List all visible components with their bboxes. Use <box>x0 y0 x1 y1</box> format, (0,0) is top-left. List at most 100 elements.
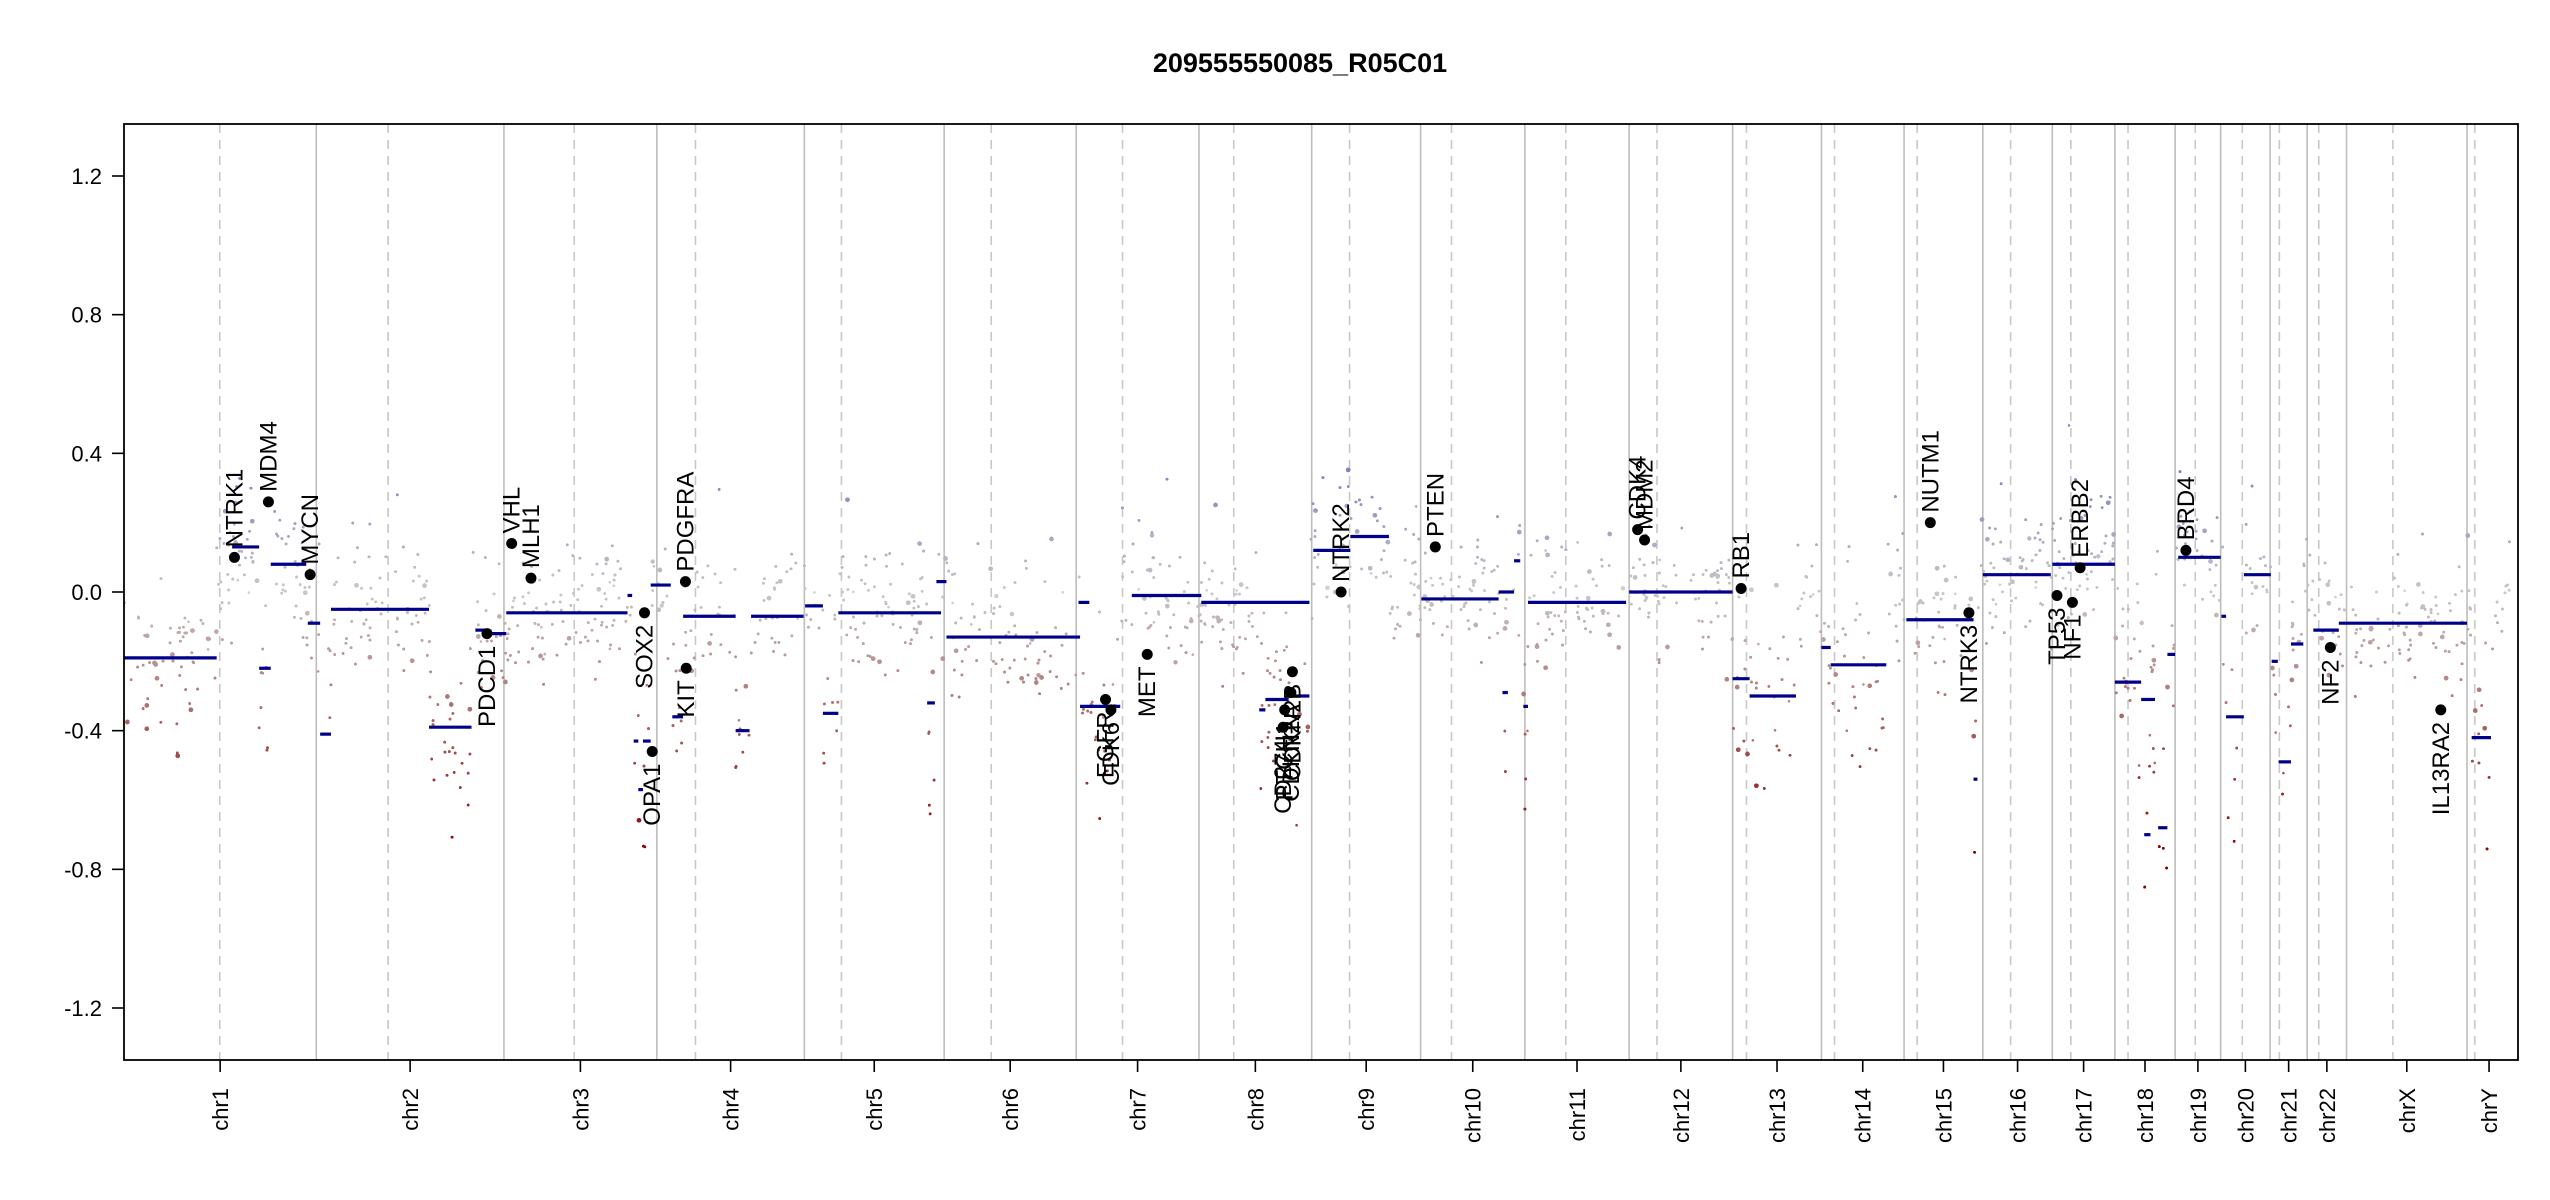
gene-label: MDM2 <box>1632 459 1659 530</box>
gene-label: MDM4 <box>255 421 282 492</box>
x-tick-label: chrX <box>2395 1088 2420 1134</box>
gene-point <box>1639 534 1651 546</box>
gene-label: PTCH1 <box>1272 722 1299 801</box>
gene-label: PTEN <box>1422 473 1449 537</box>
gene-label: CDKN2B <box>1279 684 1306 781</box>
y-tick-label: 1.2 <box>71 164 102 189</box>
x-tick-label: chr18 <box>2133 1088 2158 1143</box>
gene-label: IL13RA2 <box>2428 722 2455 815</box>
gene-point <box>1632 524 1644 536</box>
x-tick-label: chr17 <box>2072 1088 2097 1143</box>
x-tick-label: chrY <box>2477 1088 2502 1134</box>
gene-label: RB1 <box>1728 532 1755 579</box>
x-tick-label: chr13 <box>1765 1088 1790 1143</box>
gene-label: TP53 <box>2044 607 2071 664</box>
gene-point <box>1105 704 1117 716</box>
gene-label: EGFR <box>1093 711 1120 778</box>
y-tick-label: -1.2 <box>64 996 102 1021</box>
gene-point <box>1285 687 1297 699</box>
x-tick-label: chr2 <box>398 1088 423 1131</box>
gene-point <box>680 662 692 674</box>
chart-title: 209555550085_R05C01 <box>1153 48 1447 78</box>
gene-point <box>646 745 658 757</box>
gene-label: KIT <box>673 680 700 718</box>
gene-label: NF1 <box>2059 614 2086 659</box>
segments <box>124 534 2491 837</box>
x-tick-label: chr1 <box>208 1088 233 1131</box>
x-tick-label: chr19 <box>2186 1088 2211 1143</box>
x-tick-label: chr10 <box>1461 1088 1486 1143</box>
plot-frame <box>123 123 2519 1061</box>
x-tick-label: chr9 <box>1354 1088 1379 1131</box>
gene-point <box>1279 704 1291 716</box>
gene-label: PDCD1 <box>474 646 501 727</box>
gene-point <box>2435 704 2447 716</box>
gene-point <box>1335 586 1347 598</box>
x-tick-label: chr21 <box>2277 1088 2302 1143</box>
y-tick-label: 0.0 <box>71 580 102 605</box>
centromere-lines <box>218 124 2476 1060</box>
x-tick-label: chr11 <box>1565 1088 1590 1141</box>
gene-label: NTRK3 <box>1956 625 1983 704</box>
x-tick-label: chr7 <box>1126 1088 1151 1131</box>
x-tick-label: chr14 <box>1851 1088 1876 1143</box>
gene-point <box>262 496 274 508</box>
x-tick-label: chr22 <box>2315 1088 2340 1143</box>
gene-point <box>304 569 316 581</box>
gene-label: CDKN2A <box>1278 705 1305 802</box>
gene-point <box>481 628 493 640</box>
gene-point <box>639 607 651 619</box>
gene-point <box>1141 648 1153 660</box>
gene-label: VHL <box>499 487 526 534</box>
gene-point <box>1429 541 1441 553</box>
gene-point <box>1963 607 1975 619</box>
gene-label: BRD4 <box>2173 476 2200 540</box>
gene-point <box>1286 666 1298 678</box>
x-tick-label: chr3 <box>568 1088 593 1131</box>
gene-point <box>506 537 518 549</box>
gene-label: CDK6 <box>1098 722 1125 786</box>
x-tick-label: chr6 <box>998 1088 1023 1131</box>
chromosome-boundaries <box>315 124 2468 1060</box>
gene-point <box>2051 589 2063 601</box>
gene-label: NTRK2 <box>1328 503 1355 582</box>
gene-point <box>228 551 240 563</box>
x-tick-label: chr4 <box>719 1088 744 1131</box>
y-axis: 1.2 0.8 0.4 0.0 -0.4 -0.8 -1.2 <box>64 164 124 1021</box>
y-tick-label: -0.4 <box>64 719 102 744</box>
gene-label: CD274 <box>1270 739 1297 814</box>
x-tick-label: chr8 <box>1243 1088 1268 1131</box>
gene-point <box>1735 583 1747 595</box>
gene-label: NTRK1 <box>221 469 248 548</box>
x-tick-label: chr20 <box>2233 1088 2258 1143</box>
gene-label: ERBB2 <box>2067 479 2094 558</box>
gene-label: SOX2 <box>632 625 659 689</box>
gene-label: CDK4 <box>1625 456 1652 520</box>
y-tick-label: 0.8 <box>71 303 102 328</box>
gene-point <box>2180 544 2192 556</box>
gene-point <box>525 572 537 584</box>
x-tick-label: chr16 <box>2006 1088 2031 1143</box>
gene-point <box>1277 721 1289 733</box>
y-tick-label: -0.8 <box>64 857 102 882</box>
gene-label: MYCN <box>297 494 324 565</box>
gene-point <box>679 576 691 588</box>
plot-border <box>123 123 2519 1061</box>
gene-point <box>2324 641 2336 653</box>
gene-point <box>2074 562 2086 574</box>
y-tick-label: 0.4 <box>71 441 102 466</box>
gene-label: MET <box>1134 666 1161 717</box>
gene-label: NF2 <box>2317 659 2344 704</box>
gene-point <box>1924 517 1936 529</box>
gene-label: MLH1 <box>518 504 545 568</box>
x-tick-label: chr5 <box>862 1088 887 1131</box>
x-axis: chr1 chr2 chr3 chr4 chr5 chr6 chr7 chr8 chr9 chr1… <box>208 1060 2502 1143</box>
gene-label: PDGFRA <box>672 472 699 572</box>
x-tick-label: chr15 <box>1931 1088 1956 1143</box>
probe-points <box>123 424 2511 889</box>
gene-label: OPA1 <box>639 763 666 825</box>
x-tick-label: chr12 <box>1669 1088 1694 1143</box>
gene-point <box>1100 693 1112 705</box>
